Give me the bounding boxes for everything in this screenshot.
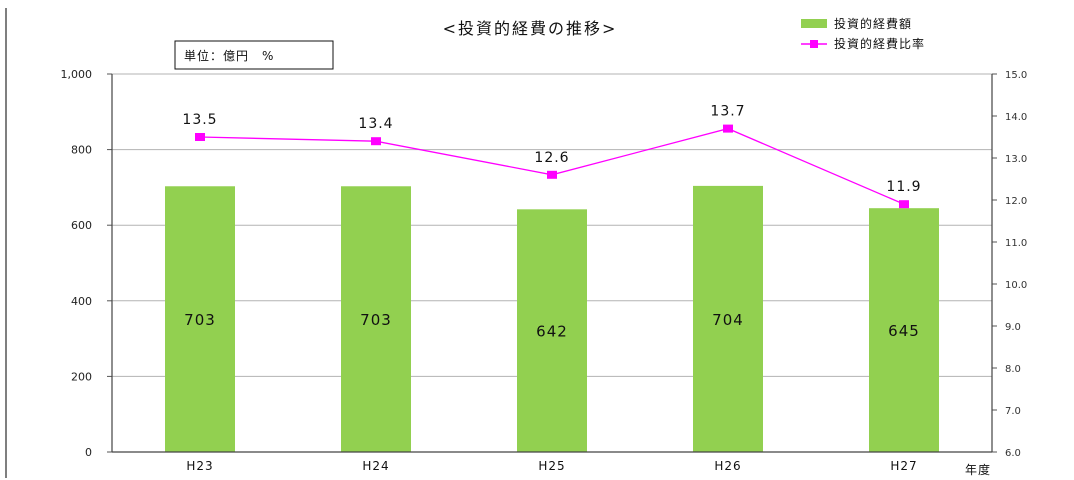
y-right-tick-label: 9.0 [1005,322,1021,333]
legend: 投資的経費額 投資的経費比率 [801,16,925,51]
x-tick-label: H24 [362,459,389,473]
unit-label: 単位：億円 % [184,48,274,63]
bar [341,186,411,453]
legend-line-label: 投資的経費比率 [834,36,925,51]
bar-value-label: 704 [712,311,744,329]
y-right-tick-label: 11.0 [1005,238,1027,249]
y-right-tick-label: 6.0 [1005,448,1021,459]
ratio-value-label: 13.5 [182,112,217,128]
y-right-tick-label: 8.0 [1005,364,1021,375]
chart-title: <投資的経費の推移> [443,19,618,38]
legend-line-marker [810,40,818,48]
bar [869,208,939,452]
x-tick-label: H26 [714,459,741,473]
x-tick-label: H23 [186,459,213,473]
y-left-tick-label: 600 [71,219,92,232]
bar [165,186,235,453]
ratio-point [195,133,205,141]
ratio-point [547,170,557,179]
bar-value-label: 645 [888,322,920,340]
ratio-point [723,124,733,133]
ratio-point [899,200,909,209]
ratio-line [199,127,905,205]
y-right-tick-label: 13.0 [1005,154,1027,165]
legend-bar-label: 投資的経費額 [834,16,912,31]
unit-box: 単位：億円 % [174,40,334,70]
y-left-tick-label: 1,000 [61,68,93,81]
y-right-tick-label: 10.0 [1005,280,1027,291]
y-left-tick-label: 400 [71,295,92,308]
x-tick-label: H25 [538,459,565,473]
ratio-point [371,137,381,146]
ratio-value-label: 13.7 [710,104,745,120]
x-axis-title: 年度 [965,462,991,477]
bar-value-label: 642 [536,323,568,341]
ratio-value-label: 12.6 [534,150,569,166]
bar-value-label: 703 [360,311,392,329]
plot-area: 0 200 400 600 800 1,000 6.0 7.0 8.0 9.0 10.0 11.0 12… [61,68,1028,473]
ratio-value-label: 13.4 [358,116,393,132]
legend-bar-swatch [801,19,827,28]
y-left-tick-label: 0 [85,446,92,459]
x-tick-label: H27 [890,459,917,473]
bar [517,209,587,452]
y-right-tick-label: 12.0 [1005,196,1027,207]
y-left-tick-label: 200 [71,370,92,383]
bar-value-label: 703 [184,311,216,329]
y-left-tick-label: 800 [71,144,92,157]
y-right-tick-label: 7.0 [1005,406,1021,417]
y-right-tick-label: 14.0 [1005,112,1027,123]
y-right-tick-label: 15.0 [1005,70,1027,81]
bar [693,185,763,452]
ratio-value-label: 11.9 [886,179,921,195]
